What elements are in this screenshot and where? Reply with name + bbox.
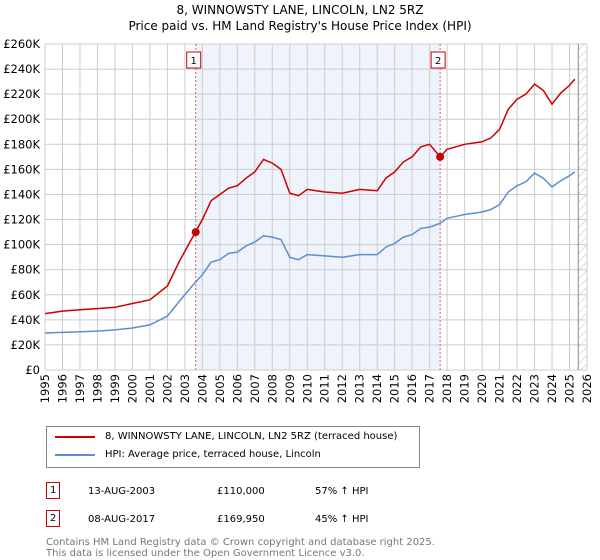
x-tick-label: 2003	[178, 374, 192, 403]
legend: 8, WINNOWSTY LANE, LINCOLN, LN2 5RZ (ter…	[46, 426, 420, 468]
y-tick-label: £0	[25, 363, 40, 377]
x-tick-label: 2004	[195, 374, 209, 403]
x-tick-label: 2025	[563, 374, 577, 403]
sale-marker-label: 2	[435, 56, 441, 67]
y-tick-label: £220K	[3, 87, 40, 101]
x-tick-label: 2015	[388, 374, 402, 403]
x-tick-label: 2006	[230, 374, 244, 403]
sale-badge: 1	[46, 482, 61, 499]
x-tick-label: 2016	[405, 374, 419, 403]
y-tick-label: £80K	[11, 263, 41, 277]
sale-point	[436, 152, 445, 161]
property-price-line	[44, 78, 576, 315]
footer-line: This data is licensed under the Open Gov…	[46, 548, 365, 559]
x-tick-label: 2023	[528, 374, 542, 403]
x-tick-label: 2019	[458, 374, 472, 403]
y-tick-label: £200K	[3, 112, 40, 126]
x-tick-label: 2020	[475, 374, 489, 403]
x-tick-label: 2012	[335, 374, 349, 403]
y-tick-label: £120K	[3, 213, 40, 227]
chart-subtitle: Price paid vs. HM Land Registry's House …	[128, 19, 472, 33]
y-tick-label: £240K	[3, 62, 40, 76]
x-tick-label: 2021	[493, 374, 507, 403]
y-tick-label: £260K	[3, 37, 40, 51]
footer-line: Contains HM Land Registry data © Crown c…	[46, 537, 435, 548]
sale-price: £169,950	[217, 514, 265, 525]
x-tick-label: 2013	[353, 374, 367, 403]
sale-price: £110,000	[217, 486, 265, 497]
y-tick-label: £60K	[11, 288, 41, 302]
hpi-line	[44, 171, 576, 334]
sale-hpi: 57% ↑ HPI	[315, 486, 369, 497]
x-tick-label: 2001	[143, 374, 157, 403]
future-hatch	[578, 44, 587, 370]
x-tick-label: 2008	[265, 374, 279, 403]
x-tick-label: 2014	[370, 374, 384, 403]
y-tick-label: £40K	[11, 313, 41, 327]
x-tick-label: 2011	[318, 374, 332, 403]
x-tick-label: 2022	[510, 374, 524, 403]
sale-marker-label: 1	[191, 56, 197, 67]
legend-label: HPI: Average price, terraced house, Linc…	[105, 449, 321, 460]
legend-item-hpi: HPI: Average price, terraced house, Linc…	[55, 449, 321, 460]
sale-hpi: 45% ↑ HPI	[315, 514, 369, 525]
x-tick-label: 1996	[55, 374, 69, 403]
sale-marker-box	[186, 51, 202, 69]
sale-date: 08-AUG-2017	[88, 514, 156, 525]
x-tick-label: 2017	[423, 374, 437, 403]
x-tick-label: 2005	[213, 374, 227, 403]
x-tick-label: 1997	[73, 374, 87, 403]
x-tick-label: 1995	[38, 374, 52, 403]
sale-marker-box	[430, 51, 446, 69]
y-tick-label: £180K	[3, 137, 40, 151]
x-tick-label: 2026	[580, 374, 594, 403]
x-tick-label: 2010	[300, 374, 314, 403]
legend-label: 8, WINNOWSTY LANE, LINCOLN, LN2 5RZ (ter…	[105, 431, 398, 442]
sale-point	[191, 228, 200, 237]
sale-badge: 2	[46, 510, 61, 527]
x-tick-label: 2000	[125, 374, 139, 403]
x-tick-label: 2018	[440, 374, 454, 403]
x-tick-label: 2002	[160, 374, 174, 403]
y-tick-label: £100K	[3, 238, 40, 252]
price-chart: £0 £20K £40K £60K £80K £100K £120K £140K £160K £1…	[3, 37, 594, 403]
chart-title: 8, WINNOWSTY LANE, LINCOLN, LN2 5RZ	[176, 3, 424, 17]
x-tick-label: 1999	[108, 374, 122, 403]
ownership-shading	[195, 44, 441, 370]
legend-item-property: 8, WINNOWSTY LANE, LINCOLN, LN2 5RZ (ter…	[55, 431, 397, 442]
y-tick-label: £20K	[11, 338, 41, 352]
x-tick-label: 2024	[545, 374, 559, 403]
x-tick-label: 2009	[283, 374, 297, 403]
sale-date: 13-AUG-2003	[88, 486, 156, 497]
y-tick-label: £160K	[3, 162, 40, 176]
y-tick-label: £140K	[3, 187, 40, 201]
x-tick-label: 1998	[90, 374, 104, 403]
x-tick-label: 2007	[248, 374, 262, 403]
footer: Contains HM Land Registry data © Crown c…	[46, 537, 435, 559]
